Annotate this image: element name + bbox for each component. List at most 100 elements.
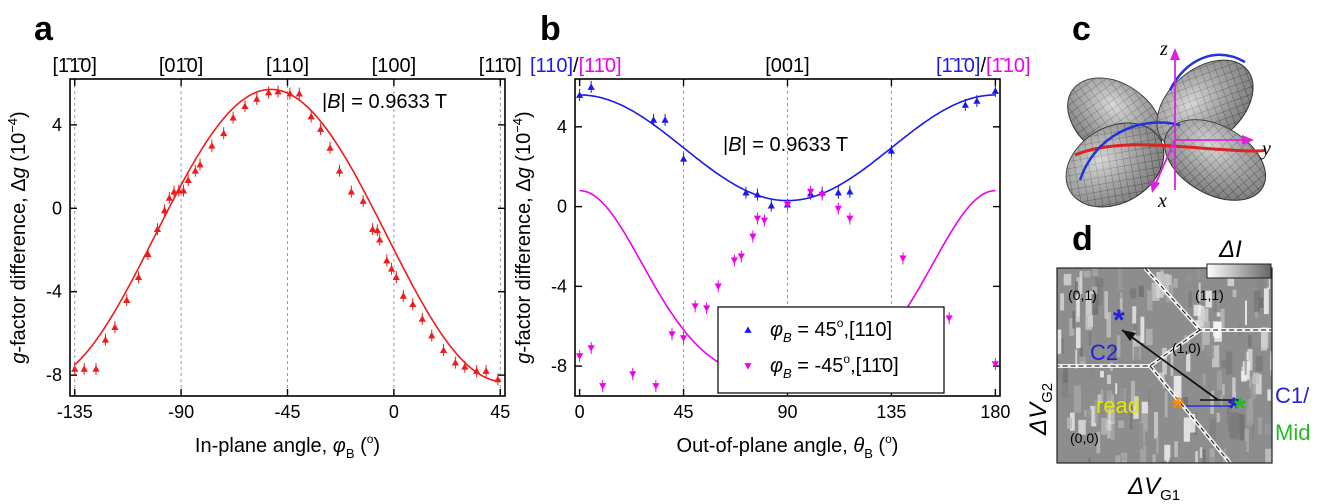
data-point	[253, 95, 261, 102]
data-point	[587, 83, 595, 90]
streak	[1057, 329, 1062, 354]
data-point	[286, 89, 294, 97]
data-point	[399, 292, 407, 299]
data-point	[649, 116, 658, 123]
streak	[1079, 271, 1083, 295]
streak	[1164, 444, 1171, 461]
data-point	[679, 155, 688, 162]
region-label-10: (1,0)	[1172, 340, 1201, 356]
top-label-center: [001]	[765, 55, 809, 77]
data-point	[220, 129, 228, 137]
streak	[1147, 290, 1153, 311]
streak	[1074, 281, 1078, 295]
data-point	[264, 88, 273, 96]
streak	[1260, 332, 1268, 351]
heatmap-streaks	[1057, 268, 1272, 463]
data-point	[834, 205, 842, 213]
data-point	[376, 235, 384, 243]
streak	[1209, 455, 1216, 463]
arrowhead-icon	[1122, 330, 1136, 341]
streak	[1183, 417, 1190, 442]
data-point	[629, 371, 637, 378]
streak	[1139, 422, 1144, 449]
data-point	[134, 273, 143, 281]
data-point	[599, 383, 607, 390]
streak	[1200, 308, 1209, 323]
streak	[1206, 336, 1214, 359]
panel-label-b: b	[540, 10, 561, 48]
data-point	[326, 144, 334, 151]
data-point	[760, 217, 769, 225]
streak	[1091, 286, 1098, 300]
data-point	[753, 191, 762, 198]
data-point	[818, 191, 826, 199]
streak	[1138, 285, 1144, 297]
streak	[1094, 277, 1103, 306]
streak	[1249, 378, 1252, 389]
streak	[1232, 377, 1236, 402]
legend-box	[717, 306, 945, 394]
streak	[1119, 388, 1125, 406]
data-point	[439, 346, 448, 353]
data-point	[144, 250, 152, 258]
streak	[1269, 396, 1272, 418]
streak	[1082, 305, 1087, 313]
streak	[1193, 304, 1202, 316]
streak	[1088, 457, 1091, 463]
streak	[1152, 454, 1156, 463]
streak	[1141, 414, 1148, 432]
streak	[1158, 372, 1165, 381]
data-point	[184, 176, 192, 184]
legend-entry-0: φB = 45o,[110]	[770, 316, 892, 345]
top-direction-label-2: [110]	[266, 55, 309, 77]
streak	[1199, 447, 1203, 458]
g-tensor-3d-illustration: z y x	[1065, 38, 1271, 212]
streak	[1195, 451, 1198, 463]
streak	[1259, 297, 1264, 308]
streak	[1142, 429, 1146, 444]
streak	[1236, 413, 1243, 433]
streak	[1264, 423, 1272, 435]
streak	[1209, 448, 1215, 457]
data-point	[160, 206, 169, 214]
data-point	[899, 255, 907, 263]
streak	[1163, 273, 1169, 296]
data-point	[749, 233, 757, 241]
streak	[1118, 420, 1125, 429]
data-point	[834, 189, 842, 196]
streak	[1077, 294, 1080, 317]
streak	[1066, 417, 1072, 429]
data-point	[418, 315, 426, 322]
data-point	[191, 167, 199, 174]
x-tick-label: 45	[674, 402, 694, 422]
streak	[1106, 312, 1111, 338]
streak	[1265, 448, 1272, 463]
streak	[1097, 394, 1102, 403]
data-point	[428, 331, 436, 339]
streak	[1060, 293, 1065, 311]
y-tick-label: 0	[557, 197, 567, 217]
streak	[1210, 390, 1214, 414]
streak	[1130, 381, 1136, 407]
streak	[1247, 349, 1253, 371]
streak	[1138, 296, 1143, 309]
streak	[1088, 332, 1092, 346]
data-point	[679, 335, 688, 342]
data-point	[806, 188, 815, 196]
streak	[1227, 271, 1235, 287]
streak	[1072, 311, 1076, 329]
streak	[1263, 288, 1269, 315]
axis-y-label: y	[1260, 138, 1271, 160]
data-point	[179, 186, 188, 194]
streak	[1257, 274, 1265, 303]
data-point	[111, 323, 119, 331]
streak	[1096, 431, 1101, 454]
streak	[1100, 370, 1104, 378]
data-point	[767, 202, 775, 209]
streak	[1075, 327, 1081, 349]
data-point	[316, 125, 325, 132]
data-point	[668, 331, 676, 338]
streak	[1140, 316, 1145, 343]
streak	[1209, 382, 1212, 395]
streak	[1176, 272, 1181, 287]
